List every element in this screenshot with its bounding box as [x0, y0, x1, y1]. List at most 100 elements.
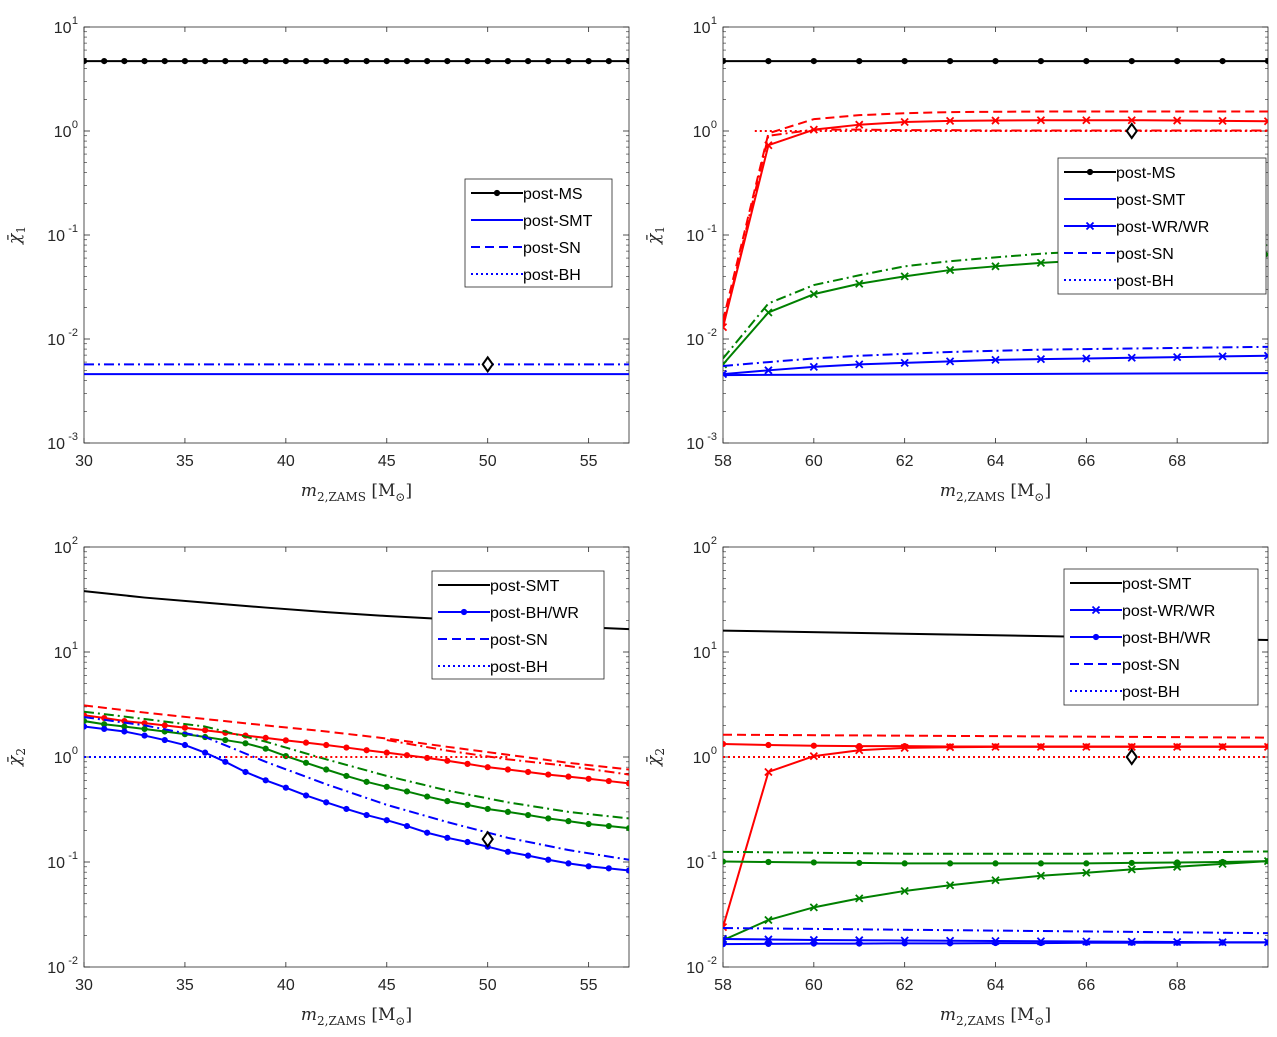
data-point — [524, 768, 532, 776]
legend-marker — [460, 608, 468, 616]
data-point — [121, 728, 128, 735]
series-line — [84, 720, 629, 830]
data-point — [1127, 742, 1136, 751]
data-point — [181, 58, 189, 65]
data-point — [764, 915, 773, 925]
data-point — [605, 822, 612, 830]
data-point — [504, 848, 511, 855]
legend-marker — [1085, 221, 1095, 231]
data-point — [810, 742, 817, 749]
data-point — [545, 771, 552, 778]
data-point — [484, 58, 491, 65]
data-point — [585, 820, 592, 828]
data-point — [585, 775, 592, 782]
data-point — [403, 788, 411, 795]
data-point — [141, 58, 148, 65]
x-tick-label: 62 — [896, 453, 914, 470]
data-point — [1128, 939, 1135, 946]
data-point — [1218, 742, 1227, 751]
series-line — [84, 725, 629, 872]
data-point — [723, 369, 728, 379]
data-point — [101, 58, 108, 65]
data-point — [282, 737, 289, 744]
data-point — [242, 768, 249, 776]
panel-top-right: 58 60 62 64 66 68 10-3 10-2 10 -1 100 101 m2,ZAMS [M… — [644, 15, 1269, 504]
data-point — [323, 58, 330, 65]
legend-label: post-BH — [523, 267, 581, 284]
data-point — [810, 940, 817, 947]
data-point — [262, 734, 269, 742]
data-point — [262, 777, 269, 784]
y-axis-label: χ̄1 — [644, 226, 667, 245]
legend-label: post-SMT — [523, 213, 593, 230]
data-point — [424, 829, 431, 836]
data-point — [161, 58, 168, 65]
data-point — [121, 58, 128, 65]
y-tick-label: 10 -1 — [47, 850, 78, 872]
data-point — [1082, 868, 1091, 877]
data-point — [901, 940, 908, 947]
diamond-marker — [481, 830, 494, 848]
data-point — [161, 736, 168, 744]
data-point — [343, 58, 350, 65]
data-point — [524, 811, 532, 819]
data-point — [723, 323, 728, 332]
data-point — [1036, 116, 1046, 125]
data-point — [302, 759, 310, 766]
data-point — [1083, 58, 1090, 65]
data-point — [723, 941, 727, 948]
data-point — [282, 58, 289, 65]
x-tick-label: 58 — [714, 453, 732, 470]
data-point — [856, 58, 863, 65]
data-point — [1036, 871, 1046, 880]
data-point — [444, 757, 451, 764]
x-tick-label: 64 — [987, 453, 1005, 470]
data-point — [1173, 352, 1182, 362]
legend-label: post-SMT — [490, 578, 560, 595]
data-point — [765, 940, 772, 947]
data-point — [946, 860, 954, 867]
data-point — [545, 856, 552, 863]
data-point — [1173, 116, 1182, 125]
data-point — [464, 801, 471, 808]
data-point — [1174, 58, 1181, 65]
x-axis-label: m2,ZAMS [M⊙] — [301, 1005, 412, 1028]
data-point — [1264, 58, 1268, 65]
data-point — [1128, 859, 1135, 867]
data-point — [524, 852, 532, 859]
x-tick-label: 60 — [805, 977, 823, 994]
data-point — [855, 120, 864, 129]
data-point — [121, 723, 128, 730]
data-point — [1264, 939, 1268, 946]
data-point — [1219, 58, 1226, 65]
x-tick-label: 55 — [580, 453, 598, 470]
series-line — [386, 739, 629, 776]
data-point — [222, 736, 229, 744]
data-point — [585, 863, 592, 870]
data-point — [723, 740, 727, 748]
data-point — [565, 58, 572, 65]
legend-label: post-SN — [490, 632, 548, 649]
data-point — [383, 817, 390, 824]
series-line — [723, 733, 1268, 739]
data-point — [855, 746, 864, 755]
data-point — [262, 58, 269, 65]
data-point — [484, 805, 491, 813]
data-point — [992, 58, 999, 65]
data-point — [504, 766, 511, 773]
series-line — [84, 716, 629, 861]
data-point — [605, 58, 612, 65]
legend-label: post-BH/WR — [490, 605, 579, 622]
data-point — [323, 741, 330, 749]
legend-label: post-BH — [490, 659, 548, 676]
data-point — [363, 58, 370, 65]
y-tick-label: 102 — [54, 535, 78, 557]
legend: post-SMT post-BH/WR post-SN post-BH — [431, 570, 605, 680]
x-axis-label: m2,ZAMS [M⊙] — [301, 481, 412, 504]
data-point — [1083, 939, 1090, 946]
data-point — [383, 749, 390, 756]
x-tick-label: 45 — [378, 453, 396, 470]
data-point — [723, 858, 727, 865]
legend-label: post-SMT — [1116, 192, 1186, 209]
data-point — [625, 58, 629, 65]
